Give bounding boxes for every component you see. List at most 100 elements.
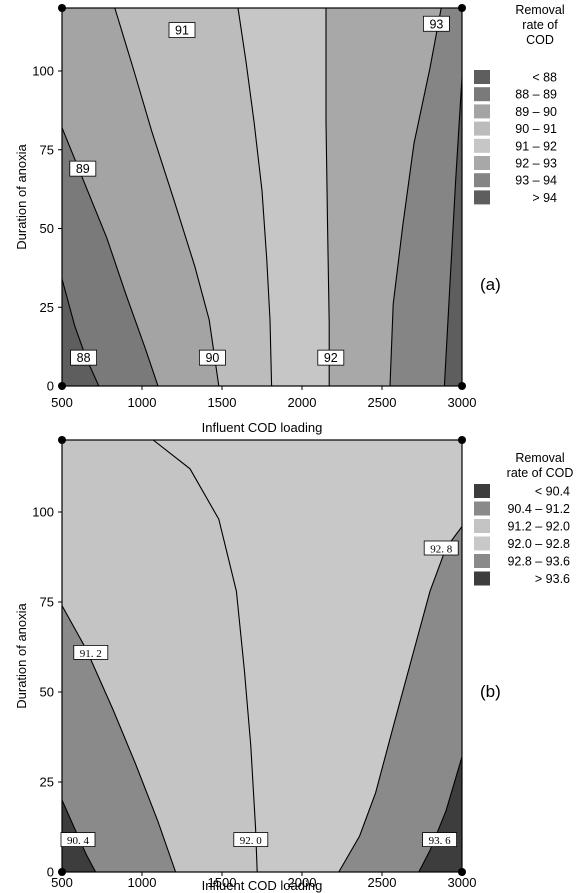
contour-label: 92. 0 [240,835,263,847]
legend-swatch [474,104,490,119]
plot-frame [61,7,463,387]
y-tick-label: 100 [32,64,54,79]
contour-label: 91 [175,24,189,38]
legend-label: 90.4 – 91.2 [507,502,570,516]
contour-label: 92. 8 [430,544,453,556]
legend-label: 88 – 89 [515,88,557,102]
corner-marker [458,4,466,12]
legend-title: Removal [515,3,564,17]
contour-label-box [198,349,226,366]
x-tick-label: 1500 [208,395,237,410]
contour-label-box [422,15,450,32]
y-axis-label: Duration of anoxia [14,602,29,708]
contour-line-92 [152,440,258,872]
x-tick-label: 2000 [288,395,317,410]
legend-title: COD [526,33,554,47]
x-tick-label: 3000 [448,875,477,890]
contour-label-box [60,832,96,847]
contour-label: 90. 4 [67,835,90,847]
corner-marker [458,436,466,444]
y-tick-label: 75 [40,142,54,157]
corner-marker [58,436,66,444]
x-tick-label: 2500 [368,395,397,410]
legend-swatch [474,173,490,188]
y-tick-label: 0 [47,379,54,394]
x-tick-label: 500 [51,395,73,410]
contour-line-88 [62,278,100,386]
legend-label: 89 – 90 [515,105,557,119]
contour-label: 91. 2 [80,648,102,660]
contour-line-94 [443,77,462,386]
contour-label-box [73,645,109,660]
contour-region-2 [62,605,176,872]
legend-label: 91.2 – 92.0 [507,520,570,534]
legend-label: 90 – 91 [515,122,557,136]
legend-swatch [474,536,490,551]
y-tick-label: 50 [40,685,54,700]
contour-line-91 [237,8,273,386]
contour-line-91-2 [62,605,177,872]
y-tick-label: 0 [47,865,54,880]
legend-label: 92 – 93 [515,157,557,171]
y-tick-label: 100 [32,505,54,520]
contour-region-1 [62,800,96,872]
contour-region-3 [62,440,258,872]
legend-label: > 93.6 [535,572,570,586]
legend-title: rate of [522,18,558,32]
legend-label: > 94 [532,191,557,205]
legend-swatch [474,138,490,153]
y-tick-label: 25 [40,775,54,790]
contour-panel-1: 91 93 89 88 90 92 500 1000 1500 2000 2500 3000 0 25 50… [14,3,565,435]
contour-region-5 [338,526,462,872]
y-axis-label: Duration of anoxia [14,143,29,249]
legend-label: < 88 [532,71,557,85]
contour-region-2 [62,127,158,386]
contour-region-5 [238,8,330,386]
contour-label-box [168,22,196,38]
contour-region-7 [390,8,462,386]
legend-swatch [474,519,490,533]
legend-swatch [474,554,490,568]
contour-line-90 [114,8,220,386]
contour-region-3 [62,8,219,386]
x-tick-label: 2500 [368,875,397,890]
x-axis-label: Influent COD loading [202,420,323,435]
legend-label: < 90.4 [535,485,570,499]
x-tick-label: 3000 [448,395,477,410]
contour-label-box [69,160,97,177]
contour-region-4 [114,8,272,386]
x-axis-label: Influent COD loading [202,878,323,893]
legend-swatch [474,87,490,102]
plot-frame [61,439,463,873]
legend-swatch [474,70,490,84]
contour-label: 92 [324,351,338,365]
y-tick-label: 25 [40,300,54,315]
x-tick-label: 1500 [208,875,237,890]
legend-title: Removal [515,451,564,465]
x-tick-label: 1000 [128,395,157,410]
contour-line-92 [325,8,330,386]
legend-label: 91 – 92 [515,139,557,153]
legend-swatch [474,121,490,136]
legend-swatch [474,571,490,586]
y-tick-label: 50 [40,221,54,236]
contour-label: 89 [76,162,90,176]
legend-title: rate of COD [507,466,574,480]
panel-label: (a) [480,275,501,294]
x-tick-label: 1000 [128,875,157,890]
contour-label-box [422,832,458,847]
contour-line-93-6 [418,756,462,872]
x-tick-label: 2000 [288,875,317,890]
contour-label-box [233,832,269,847]
x-tick-label: 500 [51,875,73,890]
legend-swatch [474,501,490,516]
panel-label: (b) [480,682,501,701]
corner-marker [58,4,66,12]
contour-label: 88 [77,351,91,365]
legend-swatch [474,484,490,498]
contour-label: 93. 6 [429,835,452,847]
legend-swatch [474,190,490,205]
legend-swatch [474,156,490,170]
